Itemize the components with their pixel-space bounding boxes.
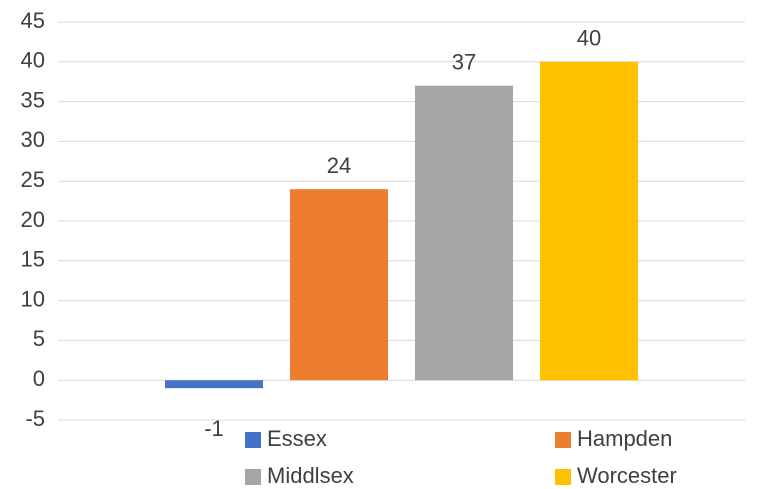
y-tick-label: 30 [21, 127, 45, 152]
legend-swatch [555, 469, 571, 485]
bar [540, 61, 638, 381]
data-label: 40 [577, 26, 601, 51]
data-label: 37 [452, 49, 476, 74]
y-tick-label: 20 [21, 207, 45, 232]
legend-label: Worcester [577, 463, 677, 488]
legend-swatch [555, 432, 571, 448]
y-tick-label: 10 [21, 286, 45, 311]
legend-label: Middlsex [267, 463, 354, 488]
bar [290, 189, 388, 381]
y-tick-label: 0 [33, 366, 45, 391]
y-tick-label: 5 [33, 326, 45, 351]
bar [415, 85, 513, 381]
data-label: 24 [327, 153, 351, 178]
legend-swatch [245, 469, 261, 485]
legend-label: Essex [267, 426, 327, 451]
legend-swatch [245, 432, 261, 448]
y-tick-label: 35 [21, 87, 45, 112]
y-tick-label: 25 [21, 167, 45, 192]
y-tick-label: 40 [21, 48, 45, 73]
y-tick-label: 15 [21, 247, 45, 272]
data-label: -1 [204, 416, 224, 441]
legend-label: Hampden [577, 426, 672, 451]
bar [165, 380, 263, 389]
y-tick-label: 45 [21, 8, 45, 33]
y-tick-label: -5 [25, 406, 45, 431]
